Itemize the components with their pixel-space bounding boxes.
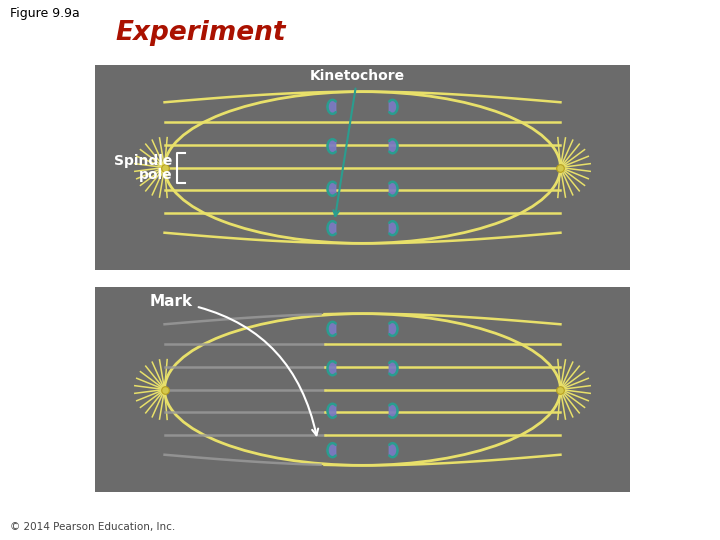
Polygon shape xyxy=(328,443,336,457)
Polygon shape xyxy=(328,182,336,195)
Text: Spindle: Spindle xyxy=(114,154,173,168)
Polygon shape xyxy=(390,100,397,114)
Text: Experiment: Experiment xyxy=(115,20,286,46)
Bar xyxy=(95,287,630,492)
Text: Mark: Mark xyxy=(150,294,318,435)
Polygon shape xyxy=(390,182,397,195)
Polygon shape xyxy=(390,443,397,457)
Polygon shape xyxy=(328,100,336,114)
Polygon shape xyxy=(328,322,336,336)
Polygon shape xyxy=(328,139,336,153)
Polygon shape xyxy=(328,221,336,235)
Text: Figure 9.9a: Figure 9.9a xyxy=(10,7,80,20)
Text: Kinetochore: Kinetochore xyxy=(310,69,405,216)
Polygon shape xyxy=(390,322,397,336)
Polygon shape xyxy=(390,139,397,153)
Polygon shape xyxy=(328,361,336,375)
Bar xyxy=(95,65,630,270)
Polygon shape xyxy=(328,404,336,418)
Polygon shape xyxy=(390,221,397,235)
Polygon shape xyxy=(390,404,397,418)
Text: pole: pole xyxy=(139,168,173,183)
Polygon shape xyxy=(390,361,397,375)
Text: © 2014 Pearson Education, Inc.: © 2014 Pearson Education, Inc. xyxy=(10,522,175,532)
